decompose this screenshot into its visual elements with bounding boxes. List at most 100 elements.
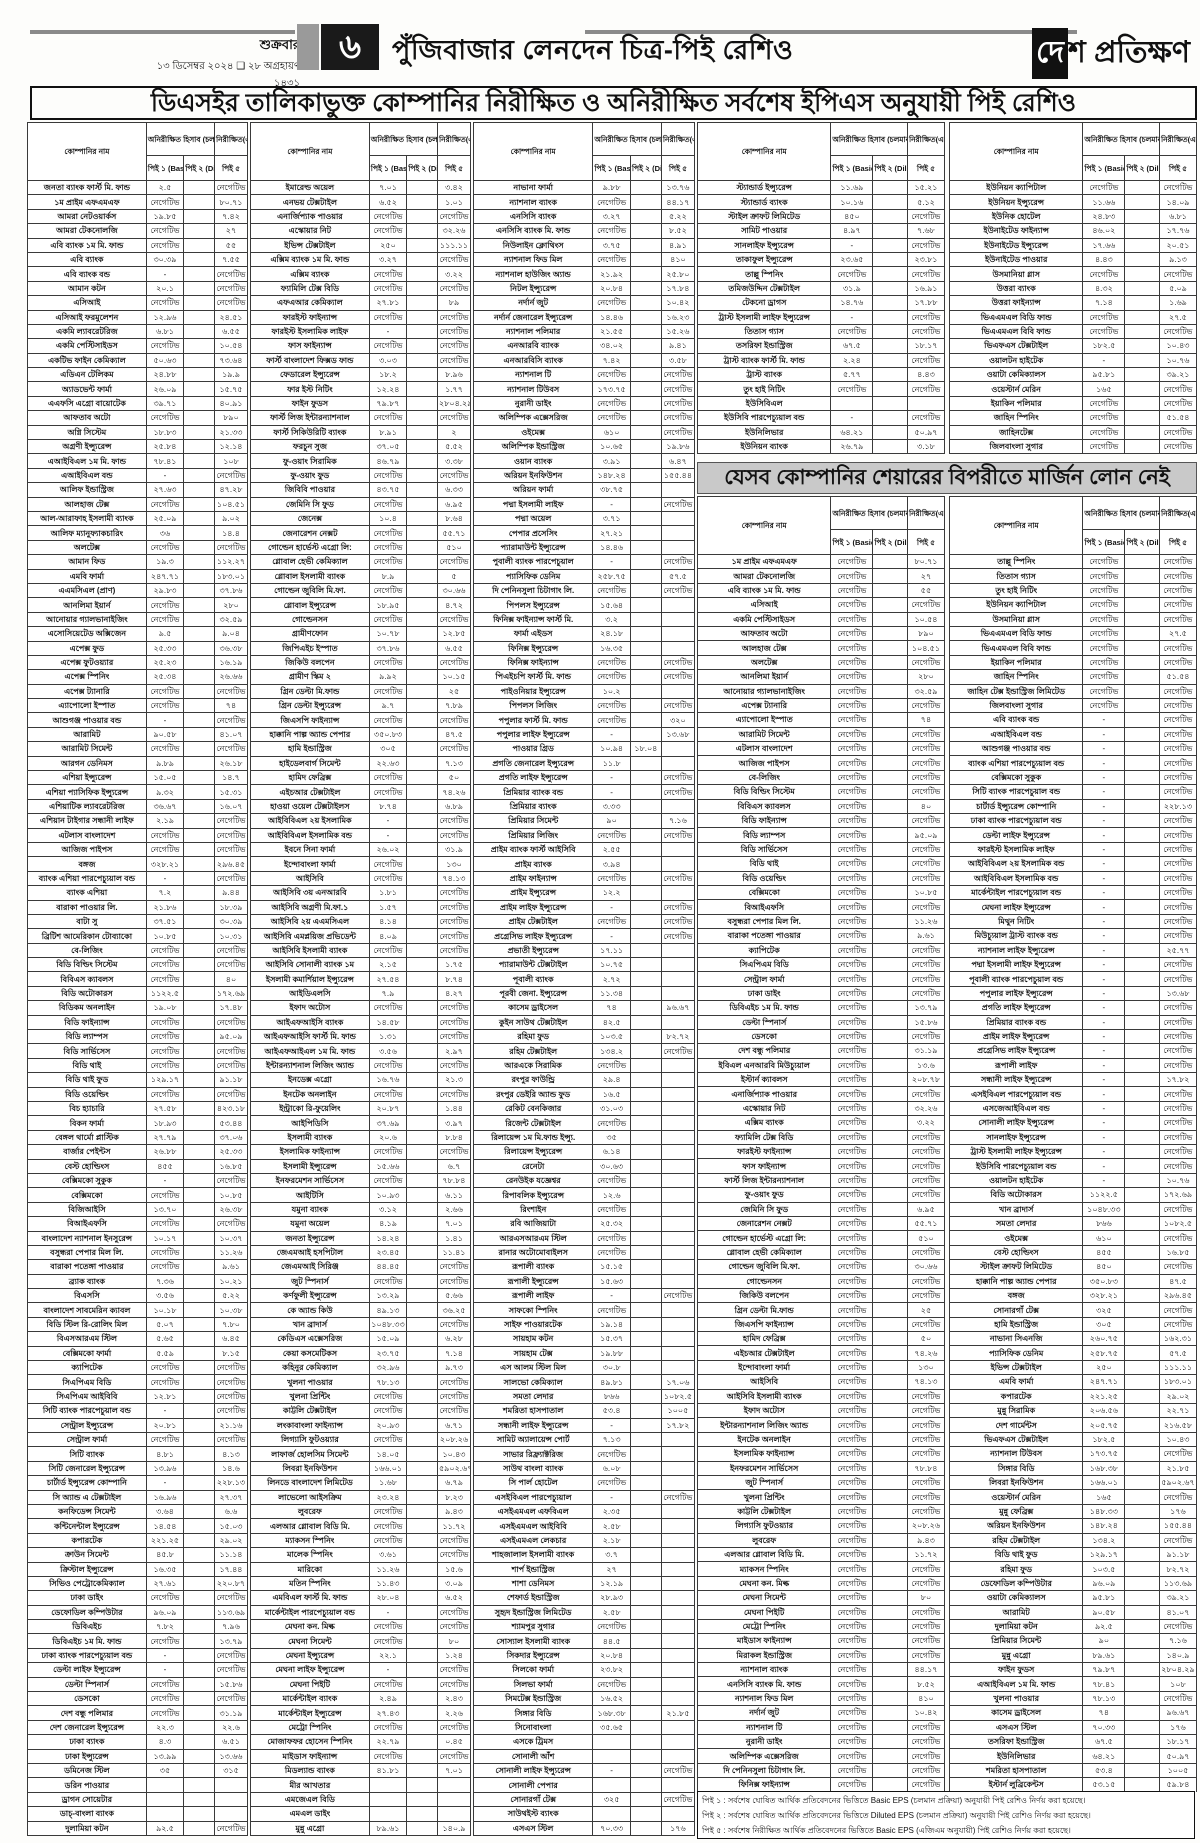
company-name-cell: এআইবিএল ১ম মি. ফান্ড [949,1676,1084,1692]
table-row: হামিদ ফেব্রিক্স নেগেটিভ ৫০ [697,1331,945,1347]
table-row: জুট স্পিনার্স নেগেটিভ নেগেটিভ [697,1474,945,1491]
pe5-cell: ২৫ [906,1302,945,1318]
company-name-cell: রূপালী ইন্স্যুরেন্স [473,1273,594,1290]
pe1-cell: নেগেটিভ [368,1273,408,1290]
pe2-cell [872,1000,908,1016]
pe5-cell: নেগেটিভ [906,1503,945,1520]
table-row: আইসিবি ৩য় এনআরবি ১.৮১ নেগেটিভ [250,885,471,901]
table-row: হাইডেলবার্গ সিমেন্ট ২২.৬৩ ৭.১৩ [250,755,471,772]
pe5-cell: নেগেটিভ [1158,381,1197,397]
company-name-cell: ইন্দোবাংলা ফার্মা [697,1359,832,1376]
col-header-pe5: পিই ৫ [436,155,471,181]
pe2-cell [183,1230,215,1246]
company-name-cell: অগ্নি সিস্টেম [27,424,147,441]
company-name-cell: প্রগ্রেসিভ লাইফ ইন্স্যুরেন্স [949,1043,1084,1059]
pe2-cell [872,913,908,930]
pe5-cell: ৩০.৬৬ [906,1259,945,1275]
pe5-cell: নেগেটিভ [436,323,471,340]
company-name-cell: ফু-ওয়াং সিরামিক [250,453,370,469]
pe5-cell: ২৮০ [906,669,945,685]
pe1-cell: নেগেটিভ [830,1359,874,1376]
pe1-cell: নেগেটিভ [1082,683,1126,699]
pe5-cell: ৬.৭১ [436,1417,471,1433]
table-row: পপুলার লাইফ ইন্স্যুরেন্স -১৩.৬৮ [949,985,1197,1002]
table-row: এক্সিম ব্যাংক নেগেটিভ ৩.২২ [697,1115,945,1131]
company-name-cell: খুলনা প্রিন্টিং [250,1388,370,1405]
pe1-cell: ৭০.৩৩ [1082,1719,1126,1736]
company-name-cell: দেশ গার্মেন্টস [949,1417,1084,1433]
pe5-cell [436,1777,471,1793]
pe5-cell [660,985,695,1002]
pe2-cell [1124,1072,1160,1088]
col-header-audited-group: নিরীক্ষিত(এজি এম অনুযায়ী) [906,496,945,530]
company-name-cell: ডেফোডিল কম্পিউটার [27,1604,147,1621]
pe2-cell [1124,1388,1160,1405]
company-name-cell: এনার্জিপ্যাক পাওয়ার [697,1086,832,1102]
pe2-cell [183,467,215,484]
pe1-cell: নেগেটিভ [830,1345,874,1361]
table-row: ডেফোডিল কম্পিউটার ৯৬.০৯ ১১৩.৬৯ [949,1575,1197,1592]
pe5-cell [660,1575,695,1592]
pe1-cell: ১.৫৭ [368,899,408,915]
company-name-cell: ফার্স্ট বাংলাদেশ ফিক্সড ফান্ড [250,352,370,369]
pe5-cell: ৬.৬ [213,1503,248,1520]
pe1-cell: ১৪৮.৩৩ [1082,1503,1126,1520]
pe5-cell: ১৭২.৬৯ [213,985,248,1002]
company-name-cell: এআইবিএল বন্ড [949,726,1084,743]
pe1-cell: নেগেটিভ [1082,410,1126,426]
company-name-cell: বারাকা পতেঙ্গা পাওয়ার [697,928,832,944]
table-row: জেনারেশন নেক্সট নেগেটিভ ৫৫.৭১ [697,1215,945,1232]
pe1-cell: - [368,813,408,829]
col-header-company-name: কোম্পানির নাম [697,122,832,181]
company-name-cell: সেন্ট্রাল ফার্মা [27,1431,147,1448]
pe1-cell: নেগেটিভ [830,856,874,872]
table-row: নিটল ইন্স্যুরেন্স ২০.৮৪ ১৭.৮৪ [473,280,695,297]
pe5-cell: নেগেটিভ [436,899,471,915]
pe5-cell: ৮.৬৪ [436,510,471,527]
company-name-cell: সিএপিএম বিডি [27,1374,147,1390]
company-name-cell: তসরিফা ইন্ডাস্ট্রিজ [697,338,832,354]
pe5-cell: নেগেটিভ [906,870,945,886]
pe2-cell [629,1158,662,1174]
pe2-cell [1124,1000,1160,1016]
table-row: ইসলামী ইন্স্যুরেন্স ১৫.৬৬ ৬.৭ [250,1158,471,1174]
pe2-cell [406,1360,438,1376]
pe2-cell [872,1287,908,1304]
pe1-cell: ২০.৯৩ [368,1417,408,1433]
company-name-cell: এক্সিম ব্যাংক ১ম মি. ফান্ড [250,251,370,268]
pe1-cell: নেগেটিভ [1082,640,1126,656]
pe2-cell [1124,1446,1160,1462]
pe5-cell: নেগেটিভ [1158,323,1197,340]
company-name-cell: এবি ব্যাংক [27,251,147,268]
company-name-cell: বিডি ফাইন্যান্স [27,1014,147,1031]
table-row: নুরানী ডাইং নেগেটিভ নেগেটিভ [697,1734,945,1750]
table-row: ইউসিবি পারপেচ্যুয়াল বন্ড - নেগেটিভ [949,1158,1197,1174]
pe1-cell: নেগেটিভ [830,1172,874,1189]
company-name-cell: ব্যাংক এশিয়া পারপেচ্যুয়াল বন্ড [949,755,1084,771]
pe1-cell: নেগেটিভ [145,1360,185,1376]
company-name-cell: অরিয়ন ইনফিউশন [949,1518,1084,1534]
pe1-cell: নেগেটিভ [145,237,185,253]
pe1-cell: ২৪.১৮ [592,626,631,642]
pe1-cell: ৮৯.৬১ [368,1820,408,1836]
company-name-cell: হামি ইন্ডাস্ট্রিজ [949,1316,1084,1333]
pe2-cell [183,985,215,1002]
company-name-cell: মুন্নু এগ্রো [250,1820,370,1836]
company-name-cell: এসকে ট্রিমস [473,1734,594,1750]
table-row: আশুগঞ্জ পাওয়ার বন্ড - নেগেটিভ [27,712,248,728]
pe5-cell: ৭৮.৮৪ [906,1460,945,1477]
pe5-cell: ৮৯০ [906,625,945,642]
pe5-cell: ১৫.৩১ [213,784,248,800]
table-row: আজিজ পাইপস নেগেটিভ নেগেটিভ [697,755,945,771]
pe5-cell: নেগেটিভ [1158,1158,1197,1174]
company-name-cell: লাভেলো আইসক্রিম [250,1489,370,1505]
pe2-cell [1124,755,1160,771]
pe1-cell: নেগেটিভ [830,1187,874,1203]
pe2-cell [183,755,215,772]
pe5-cell: ৪.৯১ [660,237,695,253]
pe1-cell: - [1082,712,1126,728]
company-name-cell: জিবিবি পাওয়ার [250,482,370,498]
pe1-cell: - [592,770,631,786]
pe5-cell: ১৭৬ [1158,1503,1197,1520]
pe2-cell [629,698,662,714]
